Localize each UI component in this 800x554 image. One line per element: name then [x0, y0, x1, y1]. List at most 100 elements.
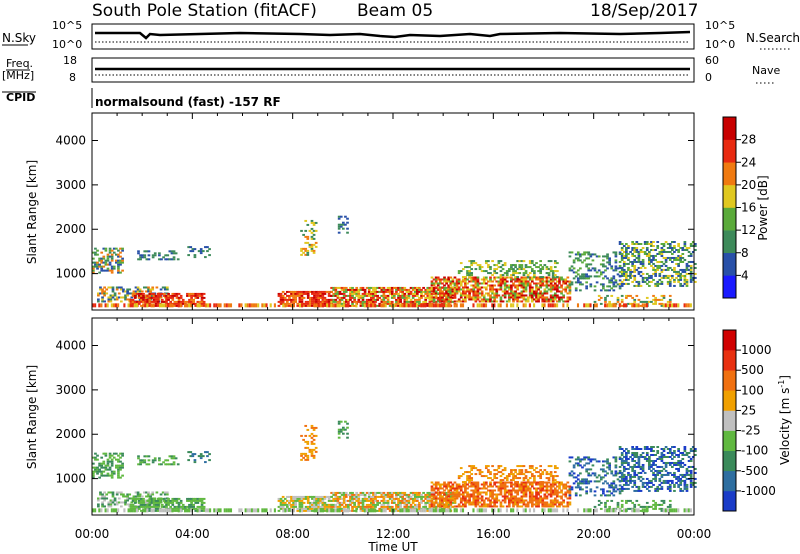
- velocity-cell: [374, 497, 377, 500]
- power-cell: [614, 259, 618, 262]
- velocity-cell: [152, 499, 156, 502]
- power-cell: [175, 296, 179, 299]
- power-cell: [503, 284, 507, 287]
- power-cell: [152, 300, 156, 303]
- power-cell: [156, 304, 160, 307]
- velocity-cell: [395, 509, 398, 512]
- velocity-cell: [499, 481, 503, 484]
- power-cell: [518, 296, 522, 299]
- velocity-cell: [441, 487, 444, 490]
- velocity-cell: [432, 501, 436, 504]
- power-cell: [313, 300, 316, 303]
- power-cell: [637, 272, 641, 275]
- power-cell: [539, 284, 543, 287]
- power-cell: [505, 300, 509, 303]
- velocity-cell: [558, 487, 561, 490]
- power-cell: [528, 294, 532, 297]
- velocity-cell: [428, 495, 432, 498]
- velocity-cell: [139, 461, 142, 464]
- power-cell: [459, 303, 462, 308]
- velocity-cell: [466, 495, 469, 498]
- power-cell: [119, 251, 122, 254]
- power-cell: [650, 254, 653, 257]
- velocity-cell: [142, 503, 145, 506]
- velocity-cell: [113, 499, 117, 502]
- velocity-cell: [384, 505, 388, 508]
- power-cell: [510, 290, 513, 293]
- velocity-cell: [438, 499, 442, 502]
- power-cell: [662, 250, 666, 253]
- power-cell: [643, 300, 647, 303]
- velocity-cell: [340, 497, 344, 500]
- power-cell: [501, 300, 505, 303]
- velocity-cell: [405, 495, 409, 498]
- power-cell: [300, 253, 303, 256]
- power-cell: [453, 282, 457, 285]
- power-cell: [306, 253, 310, 256]
- power-cell: [140, 304, 143, 307]
- power-cell: [648, 276, 651, 279]
- velocity-cell: [140, 495, 144, 498]
- power-cell: [593, 303, 596, 308]
- velocity-cell: [474, 489, 478, 492]
- power-cell: [501, 294, 505, 297]
- velocity-cell: [445, 495, 448, 498]
- power-cell: [188, 298, 191, 301]
- power-cell: [100, 303, 103, 308]
- velocity-cell: [566, 503, 570, 506]
- velocity-cell: [484, 475, 488, 478]
- velocity-cell: [553, 475, 557, 478]
- velocity-cell: [501, 487, 505, 490]
- power-cell: [148, 296, 152, 299]
- velocity-cell: [612, 486, 616, 489]
- power-cell: [206, 250, 209, 253]
- velocity-cell: [514, 477, 517, 480]
- power-cell: [535, 262, 538, 265]
- power-cell: [530, 278, 534, 281]
- velocity-cell: [585, 492, 588, 495]
- velocity-cell: [524, 483, 528, 486]
- power-cell: [562, 280, 566, 283]
- power-cell: [382, 294, 386, 297]
- velocity-cell: [395, 491, 398, 494]
- velocity-cell: [622, 479, 626, 482]
- power-cell: [618, 270, 622, 273]
- power-cell: [100, 265, 104, 268]
- power-cell: [675, 303, 678, 308]
- velocity-cell: [317, 499, 321, 502]
- velocity-cell: [520, 505, 524, 508]
- velocity-cell: [604, 470, 607, 473]
- power-cell: [445, 300, 448, 303]
- power-cell: [683, 270, 687, 273]
- velocity-cell: [110, 460, 114, 463]
- power-cell: [656, 246, 660, 249]
- velocity-cell: [493, 505, 497, 508]
- velocity-cell: [535, 501, 538, 504]
- velocity-cell: [283, 497, 287, 500]
- velocity-cell: [140, 499, 143, 502]
- power-cell: [689, 280, 693, 283]
- velocity-cell: [102, 470, 106, 473]
- power-cell: [675, 272, 678, 275]
- velocity-cell: [337, 436, 341, 439]
- power-cell: [281, 296, 285, 299]
- power-cell: [372, 296, 375, 299]
- power-cell: [489, 278, 492, 281]
- power-cell: [553, 274, 557, 277]
- power-cell: [537, 288, 540, 291]
- velocity-cell: [114, 466, 118, 469]
- velocity-cell: [553, 491, 557, 494]
- power-cell: [332, 294, 336, 297]
- power-cell: [422, 303, 425, 308]
- velocity-cell: [468, 485, 471, 488]
- power-cell: [612, 269, 616, 272]
- power-cell: [156, 302, 160, 305]
- velocity-cell: [526, 505, 530, 508]
- power-cell: [654, 248, 657, 251]
- power-cell: [361, 302, 365, 305]
- velocity-cell: [94, 456, 97, 459]
- power-cell: [620, 284, 624, 287]
- power-cell: [643, 276, 647, 279]
- power-cell: [304, 219, 308, 222]
- power-cell: [499, 284, 503, 287]
